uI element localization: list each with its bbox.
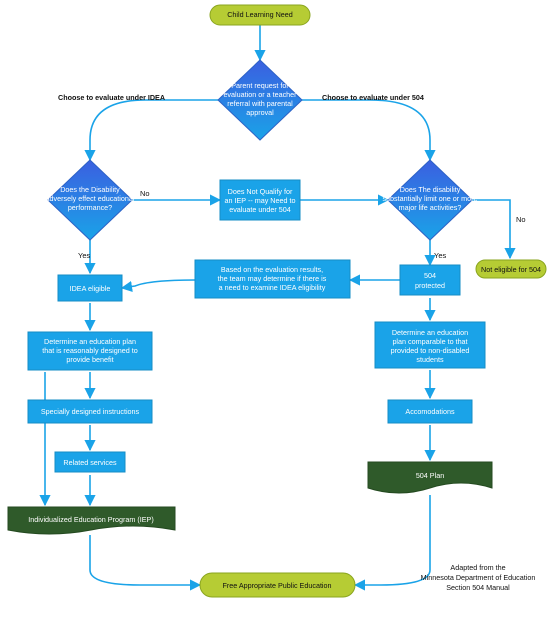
node-plan-right: Determine an education plan comparable t…	[375, 322, 485, 368]
svg-text:major life activities?: major life activities?	[399, 203, 462, 212]
svg-text:Determine an education plan: Determine an education plan	[44, 337, 136, 346]
svg-text:provided to non-disabled: provided to non-disabled	[391, 346, 470, 355]
svg-text:Free Appropriate Public Educat: Free Appropriate Public Education	[222, 581, 331, 590]
svg-text:Adapted from the: Adapted from the	[450, 563, 505, 572]
flowchart-svg: Child Learning Need Parent request for e…	[0, 0, 560, 620]
node-start: Child Learning Need	[210, 5, 310, 25]
node-decision-right: Does The disability substantially limit …	[382, 160, 477, 240]
start-label: Child Learning Need	[227, 10, 293, 19]
svg-text:that is reasonably designed to: that is reasonably designed to	[42, 346, 138, 355]
svg-text:plan comparable to that: plan comparable to that	[392, 337, 467, 346]
svg-text:the team may determine if ther: the team may determine if there is	[218, 274, 327, 283]
svg-text:Accomodations: Accomodations	[405, 407, 455, 416]
svg-text:Does Not Qualify for: Does Not Qualify for	[228, 187, 293, 196]
svg-text:an IEP -- may Need to: an IEP -- may Need to	[225, 196, 296, 205]
flowchart-canvas: Child Learning Need Parent request for e…	[0, 0, 560, 620]
svg-text:Determine an education: Determine an education	[392, 328, 468, 337]
svg-text:provide benefit: provide benefit	[66, 355, 113, 364]
svg-text:Specially designed instruction: Specially designed instructions	[41, 407, 140, 416]
node-accommodations: Accomodations	[388, 400, 472, 423]
label-idea-choice: Choose to evaluate under IDEA	[58, 93, 165, 102]
node-decision-parent: Parent request for evaluation or a teach…	[218, 60, 302, 140]
svg-text:Does The disability: Does The disability	[400, 185, 461, 194]
svg-text:Minnesota Department of Educat: Minnesota Department of Education	[421, 573, 536, 582]
svg-text:Does the Disability: Does the Disability	[60, 185, 120, 194]
svg-text:students: students	[416, 355, 444, 364]
svg-text:Based on the evaluation result: Based on the evaluation results,	[221, 265, 323, 274]
node-sdi: Specially designed instructions	[28, 400, 152, 423]
svg-text:protected: protected	[415, 281, 445, 290]
node-plan-left: Determine an education plan that is reas…	[28, 332, 152, 370]
label-504-choice: Choose to evaluate under 504	[322, 93, 424, 102]
svg-text:a need to examine IDEA eligibi: a need to examine IDEA eligibility	[219, 283, 326, 292]
label-no-left: No	[140, 189, 150, 198]
svg-text:Section 504 Manual: Section 504 Manual	[446, 583, 510, 592]
node-decision-left: Does the Disability adversely effect edu…	[46, 160, 135, 240]
node-504-plan: 504 Plan	[368, 462, 492, 493]
node-iep: Individualized Education Program (IEP)	[8, 507, 175, 534]
svg-text:referral with parental: referral with parental	[227, 99, 293, 108]
node-idea-eligible: IDEA eligible	[58, 275, 122, 301]
node-fape: Free Appropriate Public Education	[200, 573, 355, 597]
label-no-right: No	[516, 215, 526, 224]
svg-text:evaluation or a teacher: evaluation or a teacher	[223, 90, 297, 99]
svg-text:Individualized Education Progr: Individualized Education Program (IEP)	[28, 515, 153, 524]
label-yes-left: Yes	[78, 251, 90, 260]
svg-text:Parent request for: Parent request for	[231, 81, 289, 90]
node-related-services: Related services	[55, 452, 125, 472]
svg-text:Not eligible for 504: Not eligible for 504	[481, 265, 541, 274]
svg-text:performance?: performance?	[68, 203, 112, 212]
node-dnq: Does Not Qualify for an IEP -- may Need …	[220, 180, 300, 220]
svg-text:evaluate under 504: evaluate under 504	[229, 205, 291, 214]
svg-text:IDEA eligible: IDEA eligible	[70, 284, 111, 293]
credit-text: Adapted from the Minnesota Department of…	[421, 563, 536, 592]
svg-text:Related services: Related services	[63, 458, 117, 467]
svg-text:504 Plan: 504 Plan	[416, 471, 444, 480]
node-based-on: Based on the evaluation results, the tea…	[195, 260, 350, 298]
node-not-504: Not eligible for 504	[476, 260, 546, 278]
node-504-protected: 504 protected	[400, 265, 460, 295]
svg-text:substantially limit one or mor: substantially limit one or more	[382, 194, 477, 203]
svg-text:approval: approval	[246, 108, 274, 117]
svg-text:adversely effect educational: adversely effect educational	[46, 194, 135, 203]
label-yes-right: Yes	[434, 251, 446, 260]
svg-text:504: 504	[424, 271, 436, 280]
